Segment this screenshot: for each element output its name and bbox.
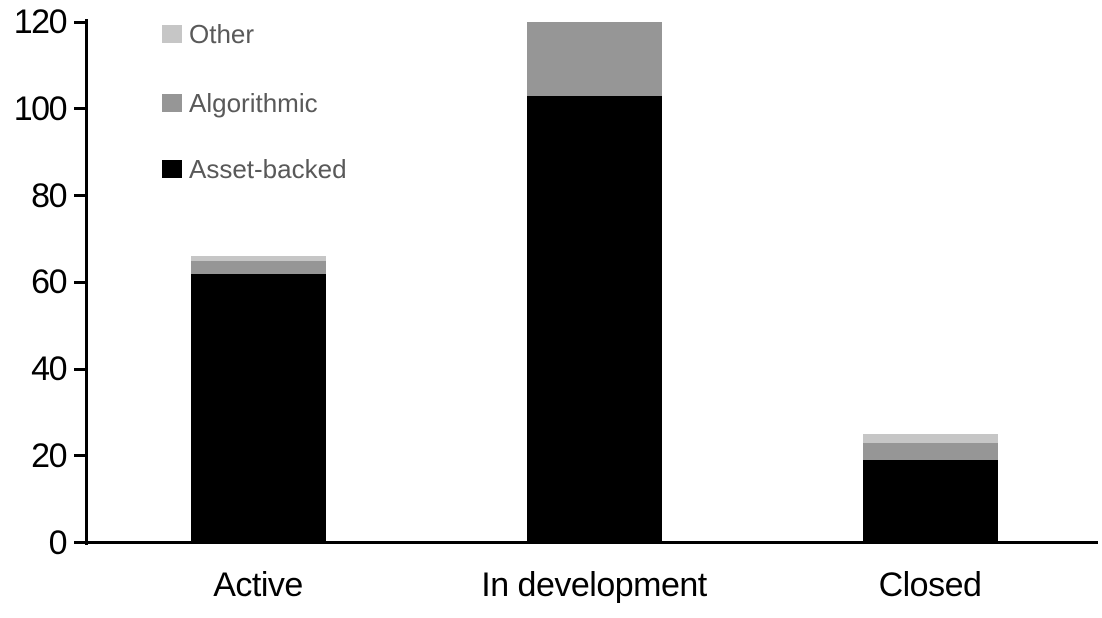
bar-segment-in-development-asset-backed: [526, 95, 662, 543]
legend-item-other: Other: [162, 21, 254, 47]
y-tick-label-120: 120: [13, 3, 68, 41]
bar-segment-closed-algorithmic: [862, 442, 998, 461]
legend-swatch-asset-backed-icon: [162, 160, 182, 178]
y-tick-0: [74, 541, 87, 544]
y-tick-80: [74, 194, 87, 197]
x-axis-label-in-development: In development: [481, 566, 707, 604]
legend-label: Asset-backed: [189, 154, 347, 184]
legend-swatch-other-icon: [162, 25, 182, 43]
y-tick-120: [74, 20, 87, 24]
bar-segment-active-other: [190, 256, 326, 261]
y-tick-label-80: 80: [31, 176, 67, 215]
y-tick-label-0: 0: [48, 523, 68, 562]
legend-swatch-algorithmic-icon: [162, 94, 182, 112]
legend-label: Algorithmic: [189, 88, 318, 118]
bar-segment-active-asset-backed: [190, 273, 326, 543]
bar-segment-in-development-algorithmic: [526, 22, 662, 96]
y-tick-label-40: 40: [31, 350, 67, 388]
legend-item-algorithmic: Algorithmic: [162, 90, 318, 116]
x-axis-label-closed: Closed: [878, 566, 982, 604]
bar-segment-closed-other: [862, 434, 998, 443]
bar-segment-closed-asset-backed: [862, 460, 998, 543]
y-tick-40: [74, 367, 87, 371]
legend-item-asset-backed: Asset-backed: [162, 156, 347, 182]
legend-label: Other: [189, 19, 255, 49]
x-axis-line: [74, 541, 1098, 544]
y-tick-20: [74, 454, 87, 458]
y-tick-label-20: 20: [31, 436, 67, 475]
x-axis-label-active: Active: [213, 566, 303, 604]
y-tick-label-100: 100: [13, 89, 68, 128]
y-tick-60: [74, 280, 87, 284]
bar-segment-active-algorithmic: [190, 260, 326, 274]
y-tick-label-60: 60: [31, 263, 67, 302]
y-tick-100: [74, 107, 87, 111]
